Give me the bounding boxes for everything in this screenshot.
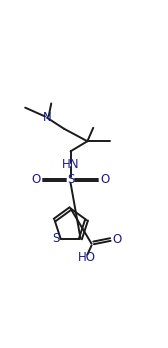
Text: HN: HN [62,158,79,171]
Text: S: S [67,173,74,187]
Text: N: N [43,111,51,124]
Text: O: O [112,233,121,246]
Text: S: S [52,232,59,245]
Text: O: O [31,173,40,187]
Text: HO: HO [78,251,96,264]
Text: O: O [101,173,110,187]
